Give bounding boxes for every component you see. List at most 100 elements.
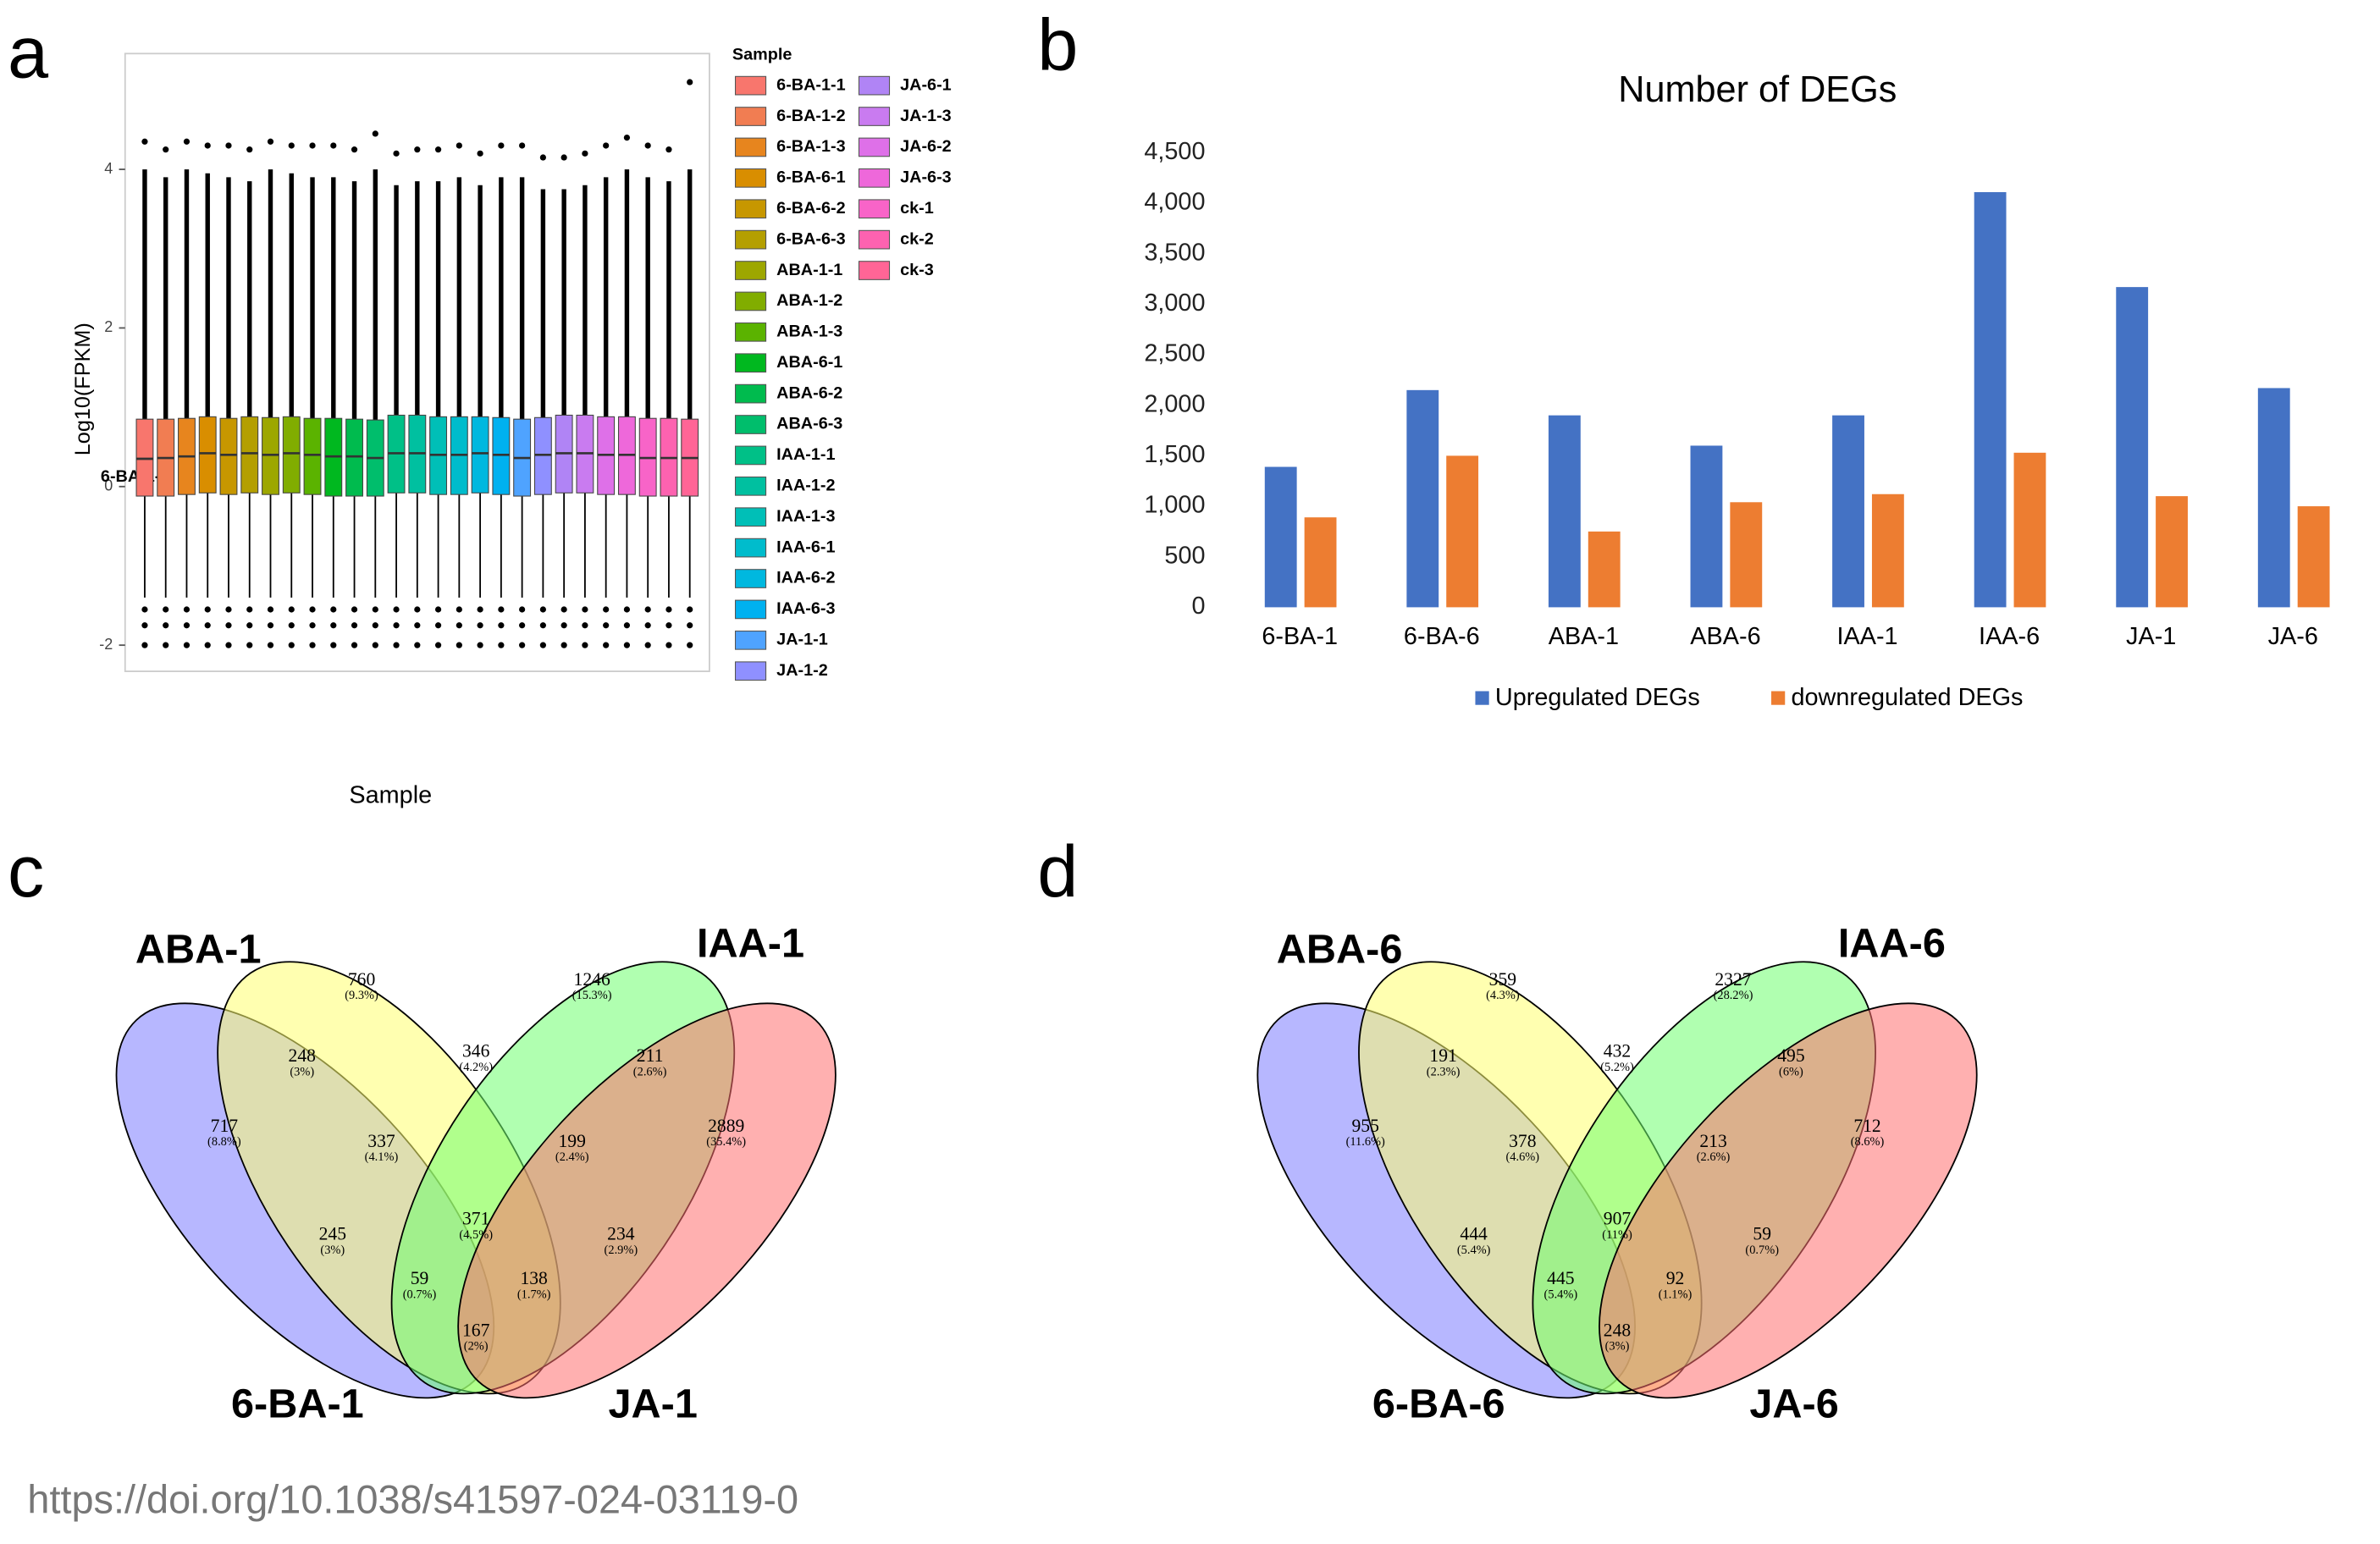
region-count: 717 — [211, 1116, 239, 1136]
legend-label: ck-1 — [900, 199, 934, 218]
set-label: JA-6 — [1749, 1381, 1838, 1426]
legend-key — [858, 199, 891, 219]
outlier — [267, 642, 274, 648]
bar — [1974, 191, 2007, 608]
legend-label: ABA-6-2 — [776, 383, 842, 402]
legend-key — [734, 137, 767, 157]
outlier — [456, 142, 462, 149]
outlier — [351, 146, 358, 153]
outlier — [519, 606, 526, 613]
y-tick-label: 4,500 — [1144, 138, 1205, 165]
outlier — [288, 142, 295, 149]
legend-key — [734, 661, 767, 681]
region-percent: (9.3%) — [345, 989, 378, 1002]
x-tick-label: ABA-1 — [1549, 623, 1619, 650]
bar — [2156, 496, 2188, 608]
outlier — [141, 606, 148, 613]
legend-label: IAA-1-1 — [776, 445, 835, 464]
outlier — [623, 606, 631, 613]
y-tick-label: 3,000 — [1144, 290, 1205, 317]
legend-label: IAA-6-1 — [776, 538, 835, 556]
outlier — [477, 150, 483, 157]
outlier — [560, 642, 567, 648]
set-label: 6-BA-1 — [231, 1381, 364, 1426]
region-count: 378 — [1509, 1131, 1536, 1151]
outlier — [687, 622, 693, 629]
outlier — [351, 622, 358, 629]
outlier — [560, 622, 567, 629]
x-axis-label: Sample — [349, 781, 432, 808]
region-percent: (4.6%) — [1506, 1150, 1540, 1164]
legend-label: ABA-1-3 — [776, 323, 842, 341]
region-count: 371 — [462, 1209, 489, 1229]
region-count: 138 — [520, 1268, 547, 1288]
outlier — [434, 146, 442, 153]
panel-label: d — [1037, 831, 1078, 913]
venn-set — [1599, 1002, 1978, 1399]
outlier — [434, 606, 442, 613]
outlier — [498, 142, 505, 149]
y-tick-label: 2,500 — [1144, 340, 1205, 367]
y-tick-label: 4 — [104, 160, 113, 177]
bar — [1264, 466, 1297, 608]
region-count: 248 — [289, 1045, 316, 1066]
outlier — [644, 622, 651, 629]
outlier — [414, 606, 421, 613]
legend-label: ABA-6-3 — [776, 415, 842, 433]
legend-key — [734, 507, 767, 527]
y-tick-label: -2 — [99, 636, 113, 653]
outlier — [519, 642, 526, 648]
y-tick-label: 2 — [104, 318, 113, 335]
outlier — [393, 606, 400, 613]
bar — [1304, 517, 1337, 608]
outlier — [288, 642, 295, 648]
outlier — [204, 642, 211, 648]
outlier — [330, 606, 337, 613]
outlier — [519, 142, 526, 149]
region-percent: (2.3%) — [1427, 1065, 1461, 1078]
outlier — [644, 142, 651, 149]
legend-key — [734, 383, 767, 404]
region-count: 245 — [319, 1224, 346, 1244]
outlier — [372, 622, 378, 629]
region-percent: (5.4%) — [1457, 1243, 1491, 1257]
region-count: 191 — [1429, 1045, 1456, 1066]
y-axis-label: Log10(FPKM) — [71, 323, 95, 455]
outlier — [644, 606, 651, 613]
y-tick-label: 0 — [104, 477, 113, 494]
legend-label: 6-BA-6-1 — [776, 168, 845, 187]
bar — [1832, 415, 1864, 608]
box — [345, 418, 363, 497]
outlier — [603, 606, 610, 613]
region-percent: (8.6%) — [1851, 1135, 1885, 1149]
outlier — [309, 642, 316, 648]
region-percent: (4.1%) — [365, 1150, 399, 1164]
legend-label: JA-6-3 — [900, 168, 952, 187]
region-percent: (3%) — [320, 1243, 345, 1257]
outlier — [163, 606, 169, 613]
region-count: 167 — [462, 1320, 490, 1340]
outlier — [330, 142, 337, 149]
outlier — [498, 642, 505, 648]
outlier — [477, 642, 483, 648]
legend-label: JA-1-3 — [900, 107, 952, 125]
region-count: 234 — [607, 1224, 635, 1244]
outlier — [623, 642, 631, 648]
legend-key — [734, 322, 767, 342]
x-tick-label: JA-6 — [2268, 623, 2318, 650]
region-percent: (5.2%) — [1600, 1061, 1634, 1074]
region-percent: (28.2%) — [1714, 989, 1753, 1002]
region-percent: (2%) — [464, 1340, 489, 1354]
legend-label: 6-BA-6-2 — [776, 199, 845, 218]
legend-label: IAA-1-2 — [776, 477, 835, 495]
outlier — [246, 642, 253, 648]
outlier — [687, 79, 693, 85]
bar — [2013, 452, 2046, 608]
legend-label: ck-2 — [900, 229, 934, 248]
y-tick-label: 2,000 — [1144, 390, 1205, 417]
outlier — [183, 138, 191, 145]
outlier — [141, 642, 148, 648]
region-count: 432 — [1604, 1041, 1631, 1062]
legend-key — [858, 168, 891, 188]
region-count: 211 — [637, 1045, 664, 1066]
